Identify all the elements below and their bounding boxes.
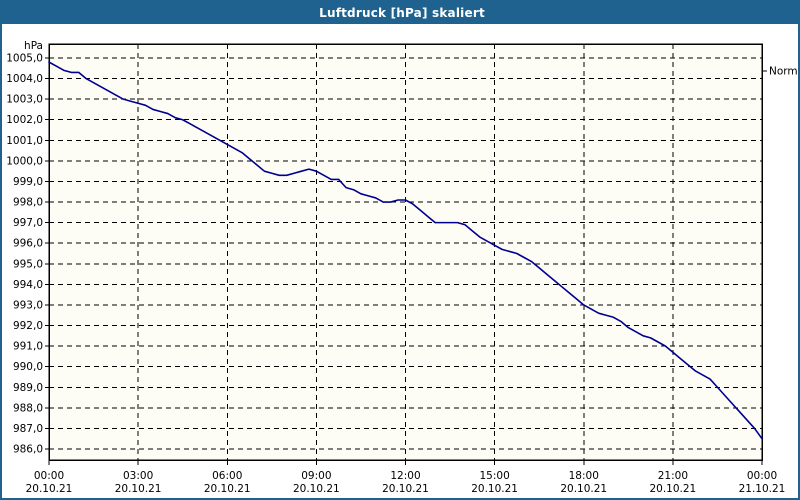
- y-tick-label: 1000,0: [6, 155, 43, 167]
- x-tick-date-label: 20.10.21: [204, 483, 251, 495]
- y-tick-label: 986,0: [13, 444, 43, 456]
- x-tick-time-label: 00:00: [34, 470, 64, 482]
- x-tick-date-label: 20.10.21: [293, 483, 340, 495]
- chart-legend: Normal: [762, 66, 798, 78]
- x-tick-date-label: 20.10.21: [26, 483, 73, 495]
- y-tick-label: 997,0: [13, 217, 43, 229]
- pressure-line-chart: 1005,0 1004,0 1003,0 1002,0 1001,0 1000,0 999,…: [6, 40, 798, 495]
- page-title: Luftdruck [hPa] skaliert: [319, 6, 485, 20]
- y-axis-tick-labels: 1005,0 1004,0 1003,0 1002,0 1001,0 1000,0 999,…: [6, 53, 43, 456]
- plot-frame: [48, 43, 763, 461]
- y-tick-label: 1002,0: [6, 114, 43, 126]
- x-axis-tick-labels: 00:0020.10.2103:0020.10.2106:0020.10.210…: [26, 470, 786, 495]
- x-tick-date-label: 20.10.21: [649, 483, 696, 495]
- x-tick-time-label: 09:00: [301, 470, 331, 482]
- x-tick-time-label: 21:00: [658, 470, 688, 482]
- y-tick-label: 992,0: [13, 320, 43, 332]
- data-series-normal: [48, 61, 763, 440]
- x-tick-time-label: 03:00: [123, 470, 153, 482]
- y-tick-label: 995,0: [13, 258, 43, 270]
- x-tick-date-label: 20.10.21: [560, 483, 607, 495]
- window-title-bar: Luftdruck [hPa] skaliert: [2, 2, 798, 24]
- y-tick-label: 1001,0: [6, 135, 43, 147]
- chart-canvas: 1005,0 1004,0 1003,0 1002,0 1001,0 1000,0 999,…: [2, 24, 798, 498]
- grid-lines: [49, 44, 762, 460]
- y-tick-label: 990,0: [13, 361, 43, 373]
- x-tick-time-label: 18:00: [569, 470, 599, 482]
- x-tick-date-label: 21.10.21: [739, 483, 786, 495]
- y-axis-unit-label-text: hPa: [24, 40, 43, 52]
- x-tick-time-label: 06:00: [212, 470, 242, 482]
- y-tick-label: 994,0: [13, 279, 43, 291]
- y-axis-unit-label: hPa: [24, 40, 43, 52]
- y-tick-label: 989,0: [13, 382, 43, 394]
- y-tick-label: 996,0: [13, 238, 43, 250]
- y-tick-label: 988,0: [13, 402, 43, 414]
- y-tick-label: 991,0: [13, 341, 43, 353]
- x-tick-time-label: 00:00: [747, 470, 777, 482]
- y-tick-label: 987,0: [13, 423, 43, 435]
- y-tick-label: 998,0: [13, 197, 43, 209]
- x-tick-date-label: 20.10.21: [382, 483, 429, 495]
- y-tick-label: 993,0: [13, 299, 43, 311]
- x-tick-time-label: 12:00: [390, 470, 420, 482]
- y-tick-label: 1004,0: [6, 73, 43, 85]
- legend-label-normal: Normal: [769, 66, 798, 78]
- y-tick-label: 1003,0: [6, 94, 43, 106]
- x-tick-date-label: 20.10.21: [471, 483, 518, 495]
- y-tick-label: 1005,0: [6, 53, 43, 65]
- y-tick-label: 999,0: [13, 176, 43, 188]
- x-tick-date-label: 20.10.21: [115, 483, 162, 495]
- x-tick-time-label: 15:00: [479, 470, 509, 482]
